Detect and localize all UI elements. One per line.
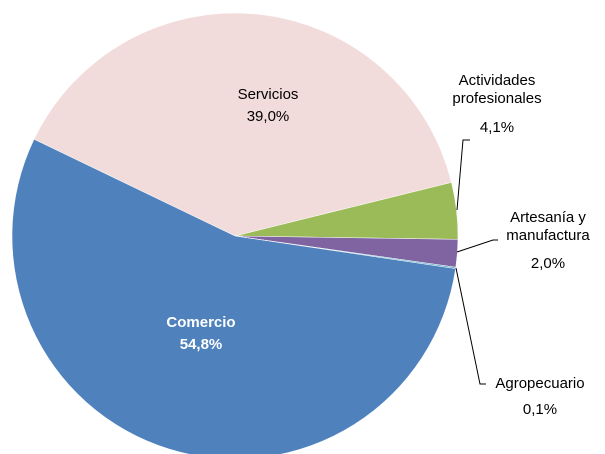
leader-line <box>456 139 470 211</box>
slice-name: Servicios <box>237 86 299 103</box>
slice-value: 0,1% <box>522 401 558 418</box>
leader-line <box>456 239 498 253</box>
slice-name: Artesanía y manufactura <box>506 209 590 244</box>
leader-line <box>455 267 486 385</box>
slice-value: 54,8% <box>179 336 223 353</box>
slice-name: Comercio <box>166 314 236 331</box>
slice-name: Agropecuario <box>495 375 585 392</box>
slice-value: 39,0% <box>246 108 290 125</box>
pie-slice <box>11 138 456 454</box>
slice-name: Actividades profesionales <box>452 72 542 107</box>
slice-value: 4,1% <box>479 119 515 136</box>
slice-value: 2,0% <box>530 255 566 272</box>
pie-slice <box>33 12 452 237</box>
